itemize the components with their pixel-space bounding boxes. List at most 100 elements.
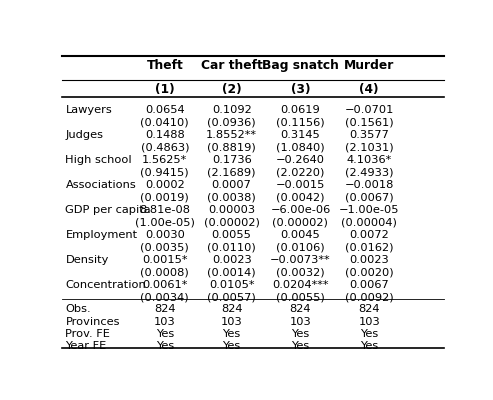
Text: (0.0057): (0.0057)	[207, 292, 256, 302]
Text: (0.0092): (0.0092)	[345, 292, 393, 302]
Text: (0.0034): (0.0034)	[141, 292, 189, 302]
Text: Year FE: Year FE	[66, 341, 106, 351]
Text: 824: 824	[221, 304, 243, 314]
Text: 0.0055: 0.0055	[211, 230, 251, 240]
Text: Judges: Judges	[66, 130, 104, 140]
Text: −0.0015: −0.0015	[276, 180, 325, 190]
Text: (0.8819): (0.8819)	[207, 143, 256, 153]
Text: (0.9415): (0.9415)	[141, 168, 189, 178]
Text: 4.1036*: 4.1036*	[347, 155, 392, 165]
Text: Density: Density	[66, 255, 109, 265]
Text: (0.0055): (0.0055)	[276, 292, 325, 302]
Text: High school: High school	[66, 155, 132, 165]
Text: (0.0035): (0.0035)	[141, 243, 189, 253]
Text: 0.0045: 0.0045	[281, 230, 320, 240]
Text: 1.5625*: 1.5625*	[142, 155, 187, 165]
Text: 0.3577: 0.3577	[349, 130, 389, 140]
Text: Obs.: Obs.	[66, 304, 91, 314]
Text: 0.0023: 0.0023	[212, 255, 251, 265]
Text: GDP per capita: GDP per capita	[66, 205, 151, 215]
Text: Associations: Associations	[66, 180, 136, 190]
Text: (0.0038): (0.0038)	[207, 193, 256, 203]
Text: −0.0701: −0.0701	[345, 105, 394, 115]
Text: 0.1092: 0.1092	[212, 105, 251, 115]
Text: 0.0619: 0.0619	[281, 105, 320, 115]
Text: 0.0067: 0.0067	[350, 280, 389, 290]
Text: Yes: Yes	[156, 329, 174, 339]
Text: 824: 824	[358, 304, 380, 314]
Text: 0.0061*: 0.0061*	[142, 280, 187, 290]
Text: Car theft: Car theft	[201, 59, 263, 72]
Text: (0.0014): (0.0014)	[208, 268, 256, 278]
Text: (0.0110): (0.0110)	[207, 243, 256, 253]
Text: (0.00004): (0.00004)	[341, 218, 397, 228]
Text: 0.0007: 0.0007	[211, 180, 251, 190]
Text: (0.1156): (0.1156)	[276, 118, 325, 128]
Text: 0.0002: 0.0002	[145, 180, 185, 190]
Text: −6.00e-06: −6.00e-06	[270, 205, 330, 215]
Text: (0.4863): (0.4863)	[141, 143, 189, 153]
Text: Employment: Employment	[66, 230, 138, 240]
Text: (0.00002): (0.00002)	[204, 218, 260, 228]
Text: (0.0008): (0.0008)	[141, 268, 189, 278]
Text: 0.1488: 0.1488	[145, 130, 185, 140]
Text: (0.0020): (0.0020)	[345, 268, 393, 278]
Text: 0.0105*: 0.0105*	[209, 280, 254, 290]
Text: (0.0032): (0.0032)	[276, 268, 325, 278]
Text: Yes: Yes	[222, 341, 241, 351]
Text: Yes: Yes	[360, 341, 378, 351]
Text: −0.2640: −0.2640	[276, 155, 325, 165]
Text: (2.1031): (2.1031)	[345, 143, 393, 153]
Text: 0.0072: 0.0072	[350, 230, 389, 240]
Text: (0.0106): (0.0106)	[276, 243, 325, 253]
Text: (2.0220): (2.0220)	[276, 168, 324, 178]
Text: (0.0162): (0.0162)	[345, 243, 393, 253]
Text: Lawyers: Lawyers	[66, 105, 112, 115]
Text: (2.4933): (2.4933)	[345, 168, 393, 178]
Text: Yes: Yes	[360, 329, 378, 339]
Text: (0.0410): (0.0410)	[141, 118, 189, 128]
Text: 103: 103	[289, 316, 311, 326]
Text: Yes: Yes	[291, 329, 310, 339]
Text: 0.00003: 0.00003	[208, 205, 255, 215]
Text: −0.0018: −0.0018	[345, 180, 394, 190]
Text: Bag snatch: Bag snatch	[262, 59, 339, 72]
Text: (0.0019): (0.0019)	[141, 193, 189, 203]
Text: 103: 103	[154, 316, 176, 326]
Text: Murder: Murder	[344, 59, 394, 72]
Text: Provinces: Provinces	[66, 316, 120, 326]
Text: (0.00002): (0.00002)	[273, 218, 328, 228]
Text: (0.0042): (0.0042)	[276, 193, 325, 203]
Text: Yes: Yes	[156, 341, 174, 351]
Text: 8.81e-08: 8.81e-08	[140, 205, 190, 215]
Text: (2.1689): (2.1689)	[208, 168, 256, 178]
Text: 103: 103	[358, 316, 380, 326]
Text: (4): (4)	[359, 83, 379, 96]
Text: Yes: Yes	[291, 341, 310, 351]
Text: (1): (1)	[155, 83, 175, 96]
Text: 0.0023: 0.0023	[350, 255, 389, 265]
Text: (3): (3)	[291, 83, 310, 96]
Text: Yes: Yes	[222, 329, 241, 339]
Text: (2): (2)	[222, 83, 242, 96]
Text: 0.0204***: 0.0204***	[272, 280, 329, 290]
Text: (0.1561): (0.1561)	[345, 118, 393, 128]
Text: Prov. FE: Prov. FE	[66, 329, 110, 339]
Text: 0.0030: 0.0030	[145, 230, 185, 240]
Text: (0.0936): (0.0936)	[208, 118, 256, 128]
Text: (0.0067): (0.0067)	[345, 193, 393, 203]
Text: −1.00e-05: −1.00e-05	[339, 205, 399, 215]
Text: 0.1736: 0.1736	[212, 155, 251, 165]
Text: Theft: Theft	[146, 59, 183, 72]
Text: (1.0840): (1.0840)	[276, 143, 325, 153]
Text: (1.00e-05): (1.00e-05)	[135, 218, 195, 228]
Text: −0.0073**: −0.0073**	[270, 255, 331, 265]
Text: 824: 824	[290, 304, 311, 314]
Text: 824: 824	[154, 304, 176, 314]
Text: 0.0654: 0.0654	[145, 105, 184, 115]
Text: 103: 103	[221, 316, 243, 326]
Text: 1.8552**: 1.8552**	[206, 130, 257, 140]
Text: 0.3145: 0.3145	[281, 130, 320, 140]
Text: Concentration: Concentration	[66, 280, 146, 290]
Text: 0.0015*: 0.0015*	[142, 255, 187, 265]
